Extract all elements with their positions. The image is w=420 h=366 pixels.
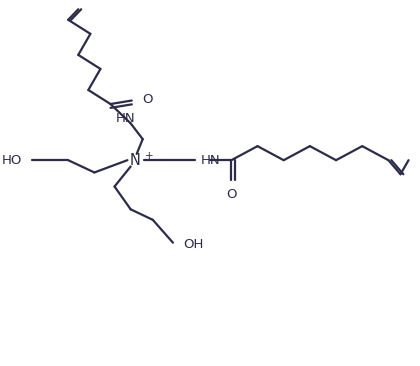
Text: HN: HN	[116, 112, 135, 124]
Text: OH: OH	[183, 238, 203, 251]
Text: HO: HO	[2, 154, 22, 167]
Text: N: N	[129, 153, 140, 168]
Text: HN: HN	[200, 154, 220, 167]
Text: +: +	[145, 152, 153, 161]
Text: O: O	[143, 93, 153, 106]
Text: O: O	[226, 188, 236, 201]
